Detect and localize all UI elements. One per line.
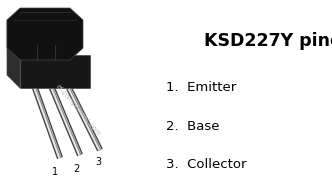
Polygon shape <box>20 55 90 88</box>
Text: 1: 1 <box>52 167 58 176</box>
Text: KSD227Y pinout: KSD227Y pinout <box>204 32 332 50</box>
Polygon shape <box>7 8 83 60</box>
Text: 3: 3 <box>95 157 101 167</box>
Text: 2.  Base: 2. Base <box>166 120 219 133</box>
Polygon shape <box>7 20 20 88</box>
Text: el-component.com: el-component.com <box>54 83 102 137</box>
Text: 3.  Collector: 3. Collector <box>166 158 246 171</box>
Text: 2: 2 <box>73 164 79 174</box>
Text: 1.  Emitter: 1. Emitter <box>166 81 236 94</box>
